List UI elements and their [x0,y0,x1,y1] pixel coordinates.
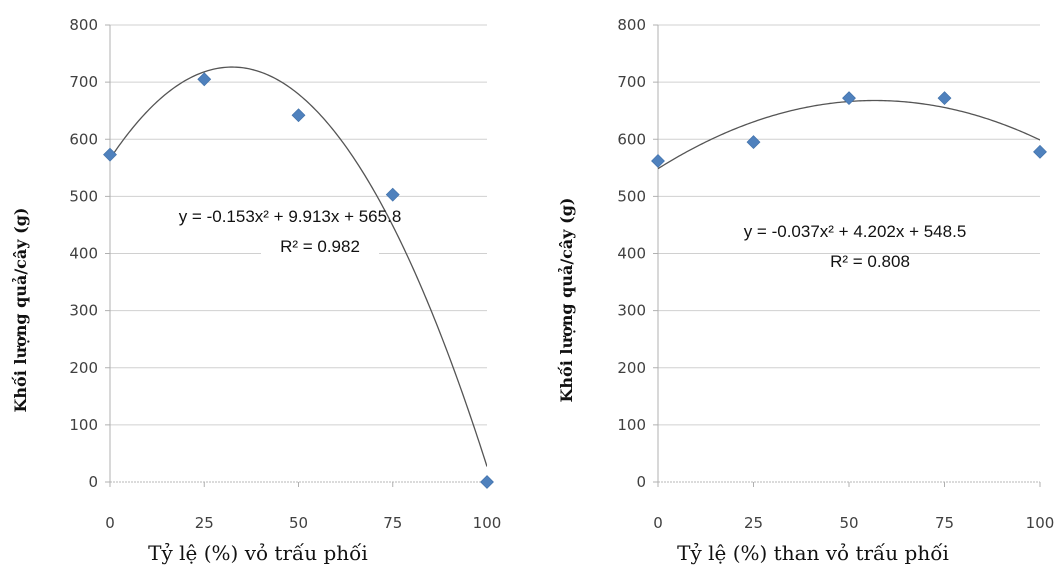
y-axis-title: Khối lượng quả/cây (g) [557,198,576,403]
data-point [385,187,400,202]
trendline-equation: y = -0.153x² + 9.913x + 565.8 [179,207,402,226]
data-point [746,135,761,150]
data-point [480,475,494,489]
y-tick-label: 600 [69,130,98,148]
x-tick-label: 25 [195,514,214,532]
data-point [651,154,665,168]
chart-1: 0 100 200 300 400 500 600 700 800 0 25 50 75 100 y = -… [11,16,501,565]
x-tick-label: 50 [839,514,858,532]
y-tick-label: 500 [617,187,646,205]
x-tick-label: 25 [744,514,763,532]
r-squared-label: R² = 0.982 [280,237,360,256]
y-tick-label: 200 [617,359,646,377]
y-tick-label: 600 [617,130,646,148]
trendline [658,99,1040,170]
y-tick-label: 400 [617,245,646,263]
chart-2: 0 100 200 300 400 500 600 700 800 0 25 50 75 100 y = -… [557,16,1054,565]
y-tick-label: 0 [636,473,646,491]
x-axis-title: Tỷ lệ (%) than vỏ trấu phối [677,541,949,565]
data-point [291,108,306,123]
y-tick-label: 100 [69,416,98,434]
x-tick-label: 100 [473,514,502,532]
x-tick-label: 100 [1026,514,1055,532]
y-tick-label: 800 [69,16,98,34]
data-point [937,91,952,106]
y-tick-label: 200 [69,359,98,377]
r2-background [261,235,379,257]
data-point [1033,144,1047,159]
y-tick-label: 500 [69,187,98,205]
y-tick-label: 300 [617,302,646,320]
y-tick-label: 700 [69,73,98,91]
y-tick-label: 400 [69,245,98,263]
y-tick-label: 300 [69,302,98,320]
data-point [103,147,117,162]
trendline-equation: y = -0.037x² + 4.202x + 548.5 [744,222,967,241]
x-tick-label: 75 [383,514,402,532]
data-point [197,72,212,87]
x-axis-title: Tỷ lệ (%) vỏ trấu phối [148,541,368,565]
r-squared-label: R² = 0.808 [830,252,910,271]
y-tick-label: 700 [617,73,646,91]
y-tick-label: 100 [617,416,646,434]
y-tick-label: 0 [88,473,98,491]
x-tick-label: 75 [935,514,954,532]
trendline [110,66,487,467]
y-tick-label: 800 [617,16,646,34]
x-tick-label: 50 [289,514,308,532]
y-axis-title: Khối lượng quả/cây (g) [11,208,30,413]
x-tick-label: 0 [105,514,115,532]
data-point [842,91,856,106]
x-tick-label: 0 [653,514,663,532]
